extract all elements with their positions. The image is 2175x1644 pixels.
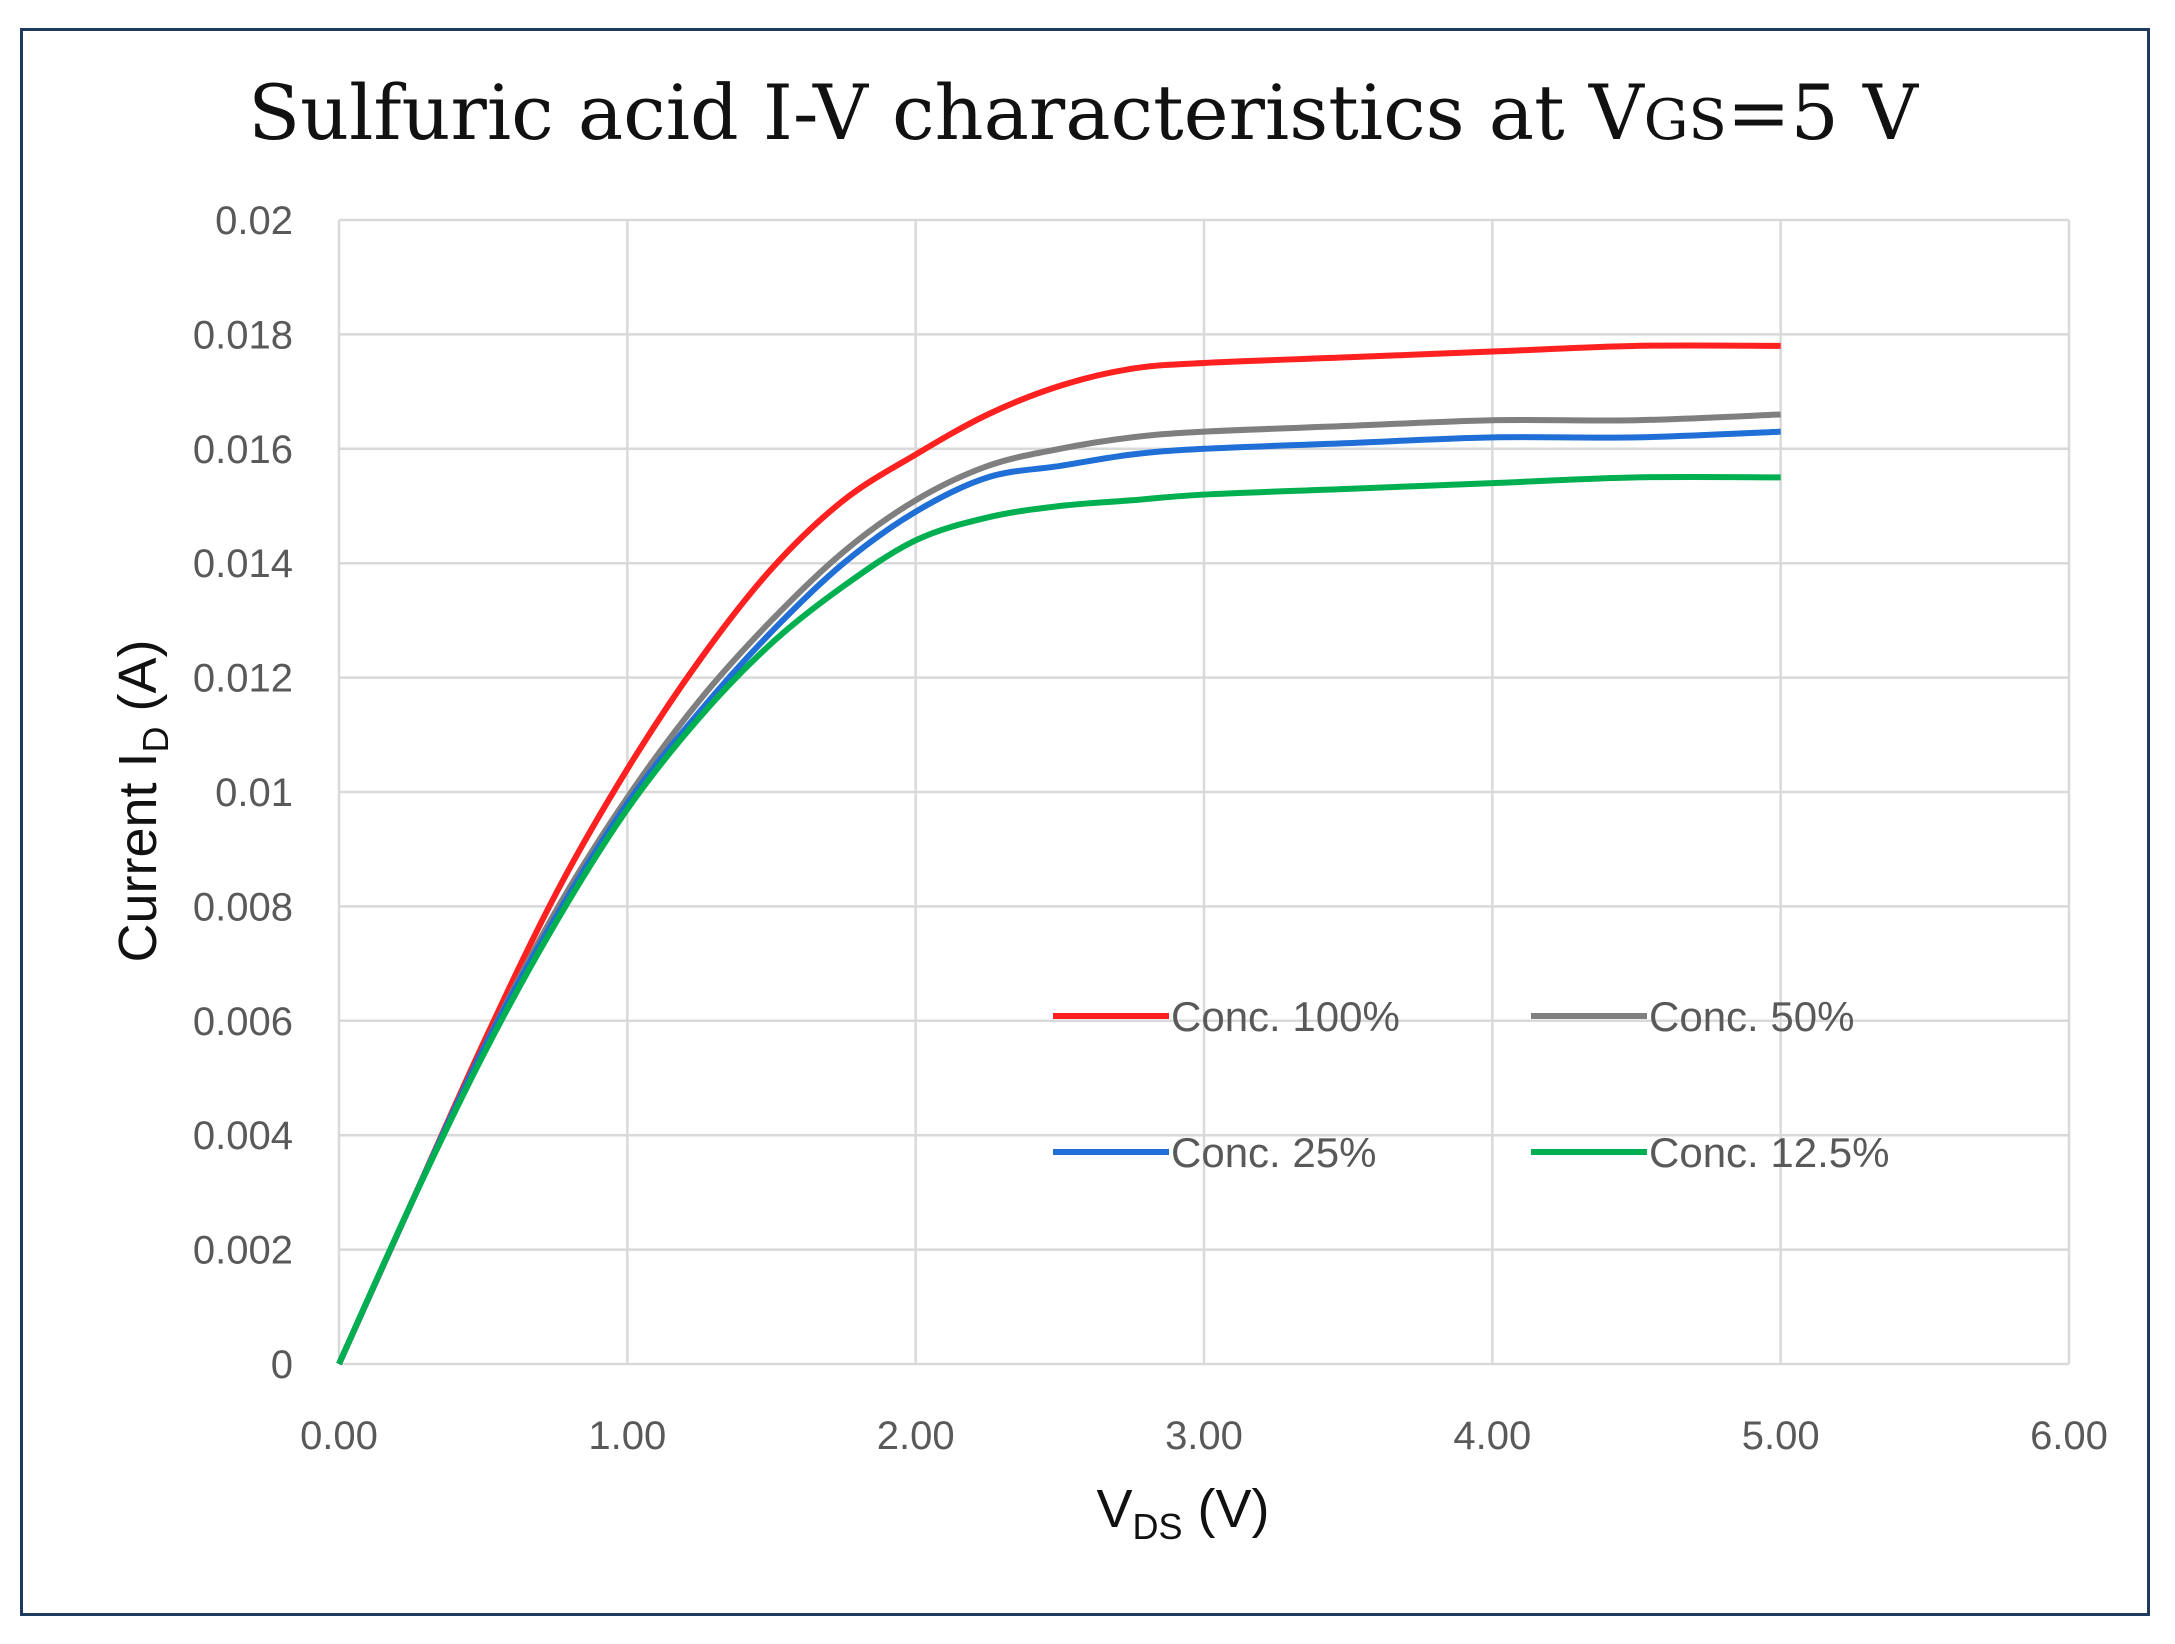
y-tick-label: 0.006 <box>193 1000 293 1044</box>
x-tick-label: 3.00 <box>1165 1414 1243 1458</box>
y-axis-title-tail: (A) <box>108 639 168 726</box>
y-tick-label: 0.004 <box>193 1114 293 1158</box>
grid-lines <box>337 218 2071 1366</box>
chart-title-main: Sulfuric acid I-V characteristics at V <box>248 68 1645 157</box>
y-tick-label: 0.016 <box>193 428 293 472</box>
y-tick-label: 0.02 <box>215 199 293 243</box>
y-tick-label: 0.012 <box>193 657 293 701</box>
x-tick-labels: 0.00 1.00 2.00 3.00 4.00 5.00 6.00 <box>300 1414 2108 1458</box>
chart-title-tail: =5 V <box>1727 68 1919 157</box>
series-lines <box>336 342 1781 1366</box>
y-axis-title-sub: D <box>135 726 176 752</box>
x-tick-label: 6.00 <box>2030 1414 2108 1458</box>
y-tick-labels: 0 0.002 0.004 0.006 0.008 0.01 0.012 0.014 0.016… <box>193 199 293 1387</box>
x-axis-title-tail: (V) <box>1183 1479 1270 1539</box>
chart-title: Sulfuric acid I-V characteristics at VGS… <box>248 68 1919 157</box>
iv-chart: Sulfuric acid I-V characteristics at VGS… <box>108 68 2108 1547</box>
series-line-conc-12-5 <box>336 473 1781 1366</box>
legend-label-conc-12-5: Conc. 12.5% <box>1649 1129 1889 1176</box>
y-axis-title: Current ID (A) <box>108 639 176 962</box>
x-tick-label: 4.00 <box>1453 1414 1531 1458</box>
figure-frame: Sulfuric acid I-V characteristics at VGS… <box>20 28 2150 1616</box>
y-tick-label: 0.018 <box>193 313 293 357</box>
y-axis-title-main: Current I <box>108 752 168 962</box>
chart-title-sub: GS <box>1644 88 1727 153</box>
y-tick-label: 0.008 <box>193 885 293 929</box>
y-tick-label: 0 <box>271 1343 293 1387</box>
x-tick-label: 1.00 <box>588 1414 666 1458</box>
y-tick-label: 0.002 <box>193 1229 293 1273</box>
x-tick-label: 5.00 <box>1742 1414 1820 1458</box>
legend-label-conc-100: Conc. 100% <box>1171 993 1400 1040</box>
x-axis-title: VDS (V) <box>1096 1479 1269 1547</box>
x-tick-label: 0.00 <box>300 1414 378 1458</box>
x-axis-title-sub: DS <box>1133 1506 1183 1547</box>
legend-label-conc-50: Conc. 50% <box>1649 993 1854 1040</box>
x-axis-title-main: V <box>1096 1479 1132 1539</box>
series-line-conc-100 <box>336 342 1781 1366</box>
y-tick-label: 0.014 <box>193 542 293 586</box>
legend: Conc. 100% Conc. 50% Conc. 25% Conc. 12.5% <box>1053 993 1889 1176</box>
y-tick-label: 0.01 <box>215 771 293 815</box>
x-tick-label: 2.00 <box>877 1414 955 1458</box>
legend-label-conc-25: Conc. 25% <box>1171 1129 1376 1176</box>
